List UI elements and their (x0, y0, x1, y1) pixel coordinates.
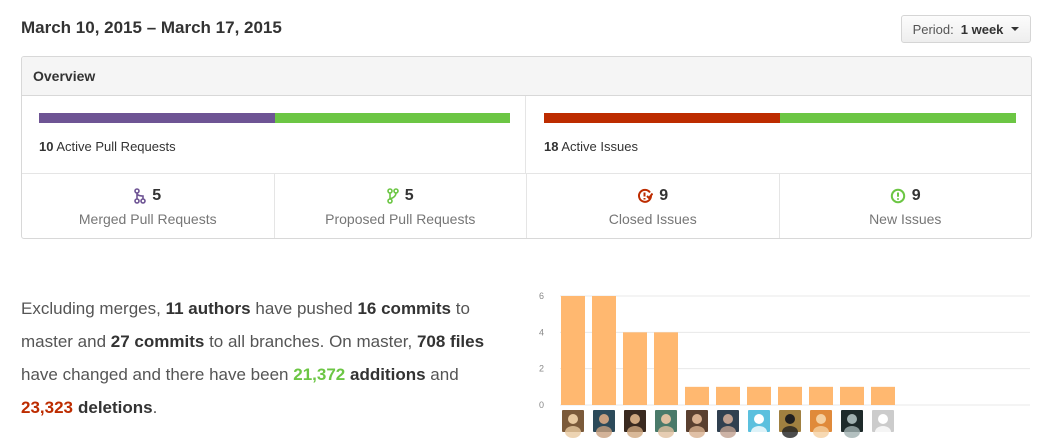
merged-pr-segment (39, 113, 275, 123)
files-changed-count: 708 files (416, 332, 485, 351)
closed-issues-segment (544, 113, 780, 123)
author-avatar-5[interactable] (686, 410, 708, 438)
proposed-pr-label: Proposed Pull Requests (325, 211, 476, 227)
author-avatar-1[interactable] (562, 410, 584, 438)
commit-bar[interactable] (716, 386, 740, 405)
issues-summary[interactable]: 18 Active Issues (526, 96, 1031, 173)
active-pr-count: 10 (39, 139, 54, 154)
deletions-count: 23,323 (21, 398, 73, 417)
author-avatar-9[interactable] (810, 410, 832, 438)
summary-text: have pushed (255, 299, 353, 318)
y-tick-label: 4 (539, 327, 544, 337)
new-issues-value: 9 (911, 187, 921, 204)
deletions-label: deletions (78, 398, 153, 417)
author-avatar-10[interactable] (841, 410, 863, 438)
author-avatar-2[interactable] (593, 410, 615, 438)
commit-bar[interactable] (561, 296, 585, 405)
issues-bar (544, 113, 1016, 123)
pull-requests-bar (39, 113, 510, 123)
active-pr-label: Active Pull Requests (56, 139, 176, 154)
new-issue-icon (890, 188, 905, 204)
new-issues-label: New Issues (869, 211, 942, 227)
commit-bar[interactable] (809, 386, 833, 405)
merged-pr-icon (134, 188, 147, 204)
summary-text: to all branches. On master, (209, 332, 413, 351)
active-issues-count: 18 (544, 139, 559, 154)
closed-issues-label: Closed Issues (608, 211, 697, 227)
additions-count: 21,372 (293, 365, 346, 384)
author-avatar-11[interactable] (872, 410, 894, 438)
additions-label: additions (349, 365, 426, 384)
merged-pr-value: 5 (152, 187, 162, 204)
new-issues-segment (780, 113, 1016, 123)
commit-bar[interactable] (778, 386, 802, 405)
commit-summary: Excluding merges, 11 authors have pushed… (21, 292, 521, 424)
commits-per-author-chart: 0 2 4 6 (530, 283, 1040, 443)
y-tick-label: 2 (539, 364, 544, 374)
overview-panel: Overview 10 Active Pull Requests 18 Acti… (21, 56, 1032, 239)
proposed-pr-segment (274, 113, 510, 123)
closed-issue-icon (638, 188, 654, 203)
y-tick-label: 6 (539, 291, 544, 301)
master-commits-count: 16 commits (357, 299, 452, 318)
stat-new-issues[interactable]: 9 New Issues (780, 174, 1032, 238)
summary-text: . (152, 398, 158, 417)
stat-proposed-prs[interactable]: 5 Proposed Pull Requests (275, 174, 527, 238)
author-avatar-7[interactable] (748, 410, 770, 438)
commit-bar[interactable] (654, 332, 678, 405)
stat-closed-issues[interactable]: 9 Closed Issues (527, 174, 780, 238)
commit-bar[interactable] (685, 386, 709, 405)
y-tick-label: 0 (539, 400, 544, 410)
summary-text: Excluding merges, (21, 299, 161, 318)
author-avatar-3[interactable] (624, 410, 646, 438)
summary-text: to master and (21, 299, 470, 351)
author-avatar-8[interactable] (779, 410, 801, 438)
summary-text: have changed and there have been (21, 365, 289, 384)
commit-bar[interactable] (592, 296, 616, 405)
proposed-pr-icon (386, 188, 399, 204)
authors-count: 11 authors (165, 299, 251, 318)
proposed-pr-value: 5 (404, 187, 414, 204)
all-branches-commits-count: 27 commits (110, 332, 205, 351)
summary-text: and (430, 365, 459, 384)
author-avatar-4[interactable] (655, 410, 677, 438)
caret-down-icon (1011, 27, 1020, 31)
period-dropdown[interactable]: Period: 1 week (901, 15, 1031, 43)
commit-bar[interactable] (623, 332, 647, 405)
commit-bar[interactable] (840, 386, 864, 405)
page-title: March 10, 2015 – March 17, 2015 (21, 18, 282, 37)
stat-merged-prs[interactable]: 5 Merged Pull Requests (22, 174, 275, 238)
overview-title: Overview (22, 57, 1031, 96)
period-label: Period: (912, 21, 954, 37)
chart-svg: 0 2 4 6 (539, 291, 1030, 438)
commit-bar[interactable] (871, 386, 895, 405)
active-issues-label: Active Issues (561, 139, 638, 154)
merged-pr-label: Merged Pull Requests (78, 211, 217, 227)
author-avatar-6[interactable] (717, 410, 739, 438)
period-value: 1 week (960, 21, 1004, 37)
commit-bar[interactable] (747, 386, 771, 405)
pull-requests-summary[interactable]: 10 Active Pull Requests (22, 96, 526, 173)
closed-issues-value: 9 (659, 187, 669, 204)
